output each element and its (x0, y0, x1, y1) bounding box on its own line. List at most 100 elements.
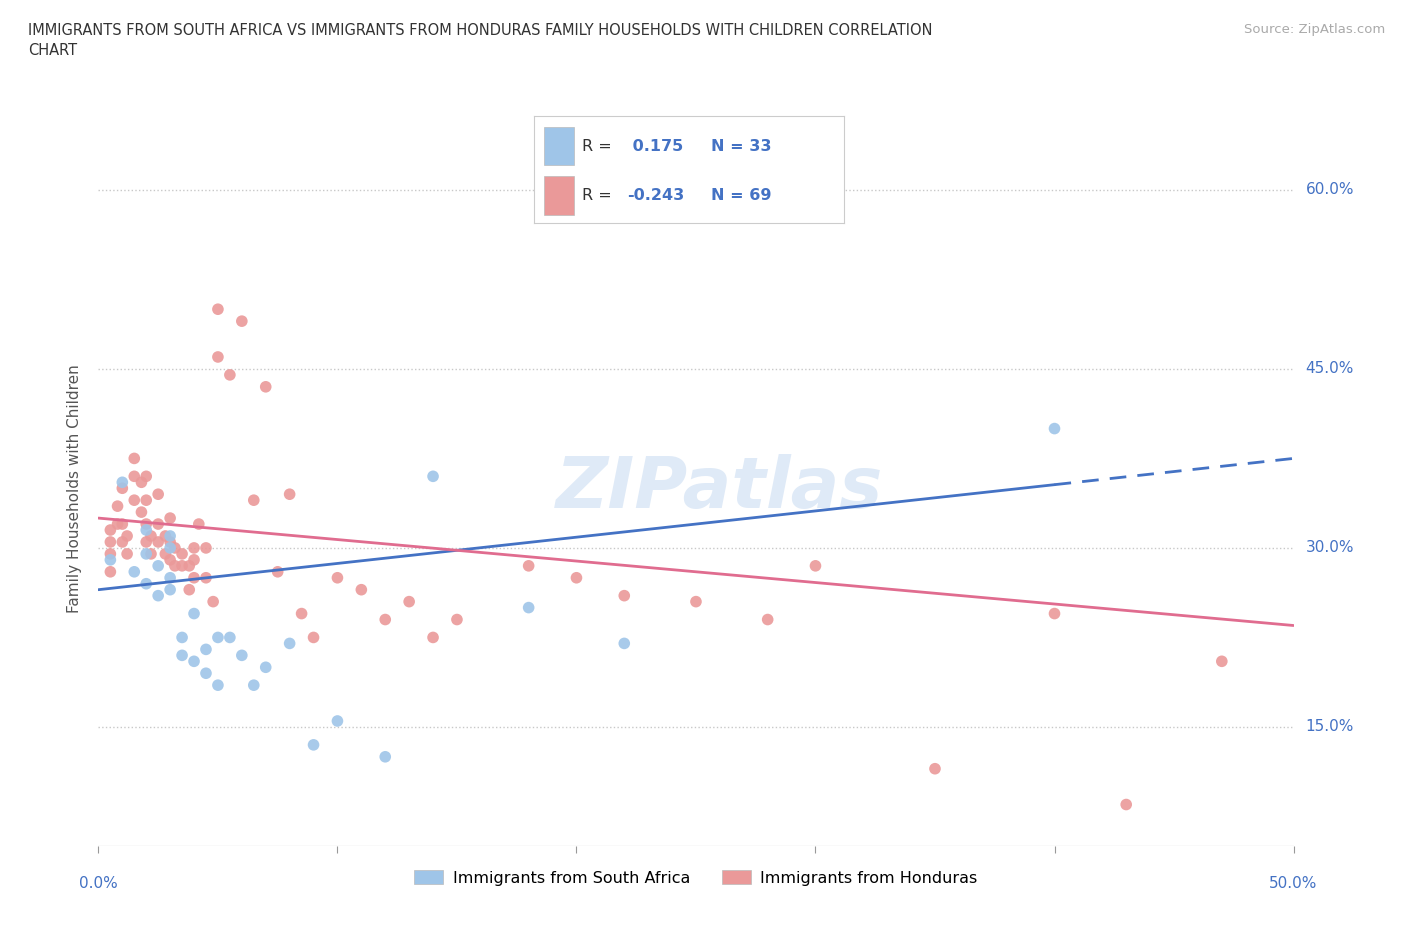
Point (115, 547, 138, 562)
Point (195, 642, 218, 657)
Point (924, 762, 946, 777)
Point (98, 535, 122, 550)
Point (565, 570, 588, 585)
Point (243, 493, 266, 508)
Point (756, 612, 779, 627)
Point (111, 535, 134, 550)
Point (183, 654, 205, 669)
Point (135, 469, 157, 484)
Point (1043, 421, 1066, 436)
Text: N = 33: N = 33 (710, 139, 770, 153)
Point (148, 535, 170, 550)
Point (139, 528, 162, 543)
Point (398, 594, 420, 609)
Text: IMMIGRANTS FROM SOUTH AFRICA VS IMMIGRANTS FROM HONDURAS FAMILY HOUSEHOLDS WITH : IMMIGRANTS FROM SOUTH AFRICA VS IMMIGRAN… (28, 23, 932, 58)
Point (148, 517, 170, 532)
Point (207, 350, 229, 365)
Point (131, 475, 153, 490)
Point (115, 528, 138, 543)
Point (124, 469, 146, 484)
Point (326, 570, 349, 585)
Point (804, 558, 827, 573)
Point (243, 678, 266, 693)
Point (613, 589, 636, 604)
Point (107, 517, 129, 532)
Point (159, 582, 181, 597)
Text: N = 69: N = 69 (710, 188, 770, 203)
Text: 50.0%: 50.0% (1270, 876, 1317, 891)
Point (1211, 654, 1233, 669)
Point (159, 528, 181, 543)
Point (278, 636, 301, 651)
Point (195, 570, 218, 585)
Point (254, 660, 277, 675)
Point (107, 498, 129, 513)
Point (172, 648, 194, 663)
Point (159, 511, 181, 525)
Point (302, 630, 325, 644)
Point (1043, 606, 1066, 621)
Point (207, 678, 229, 693)
Point (254, 379, 277, 394)
Point (326, 713, 349, 728)
Point (163, 540, 186, 555)
Point (155, 528, 177, 543)
Point (124, 451, 146, 466)
Point (159, 540, 181, 555)
Text: 15.0%: 15.0% (1306, 720, 1354, 735)
Point (135, 577, 157, 591)
Legend: Immigrants from South Africa, Immigrants from Honduras: Immigrants from South Africa, Immigrants… (408, 864, 984, 892)
Point (267, 565, 290, 579)
Text: R =: R = (582, 188, 612, 203)
Point (98, 547, 122, 562)
FancyBboxPatch shape (544, 176, 575, 215)
Point (98, 552, 122, 567)
Text: -0.243: -0.243 (627, 188, 685, 203)
Point (148, 589, 170, 604)
Point (219, 630, 242, 644)
Point (187, 517, 209, 532)
Text: 0.0%: 0.0% (79, 876, 118, 891)
Point (155, 547, 177, 562)
Point (179, 558, 201, 573)
Point (172, 630, 194, 644)
Point (124, 493, 146, 508)
Point (131, 505, 153, 520)
Point (207, 630, 229, 644)
Point (350, 582, 373, 597)
Point (172, 547, 194, 562)
Point (207, 301, 229, 316)
Point (159, 570, 181, 585)
Point (135, 547, 157, 562)
Point (202, 594, 225, 609)
Point (111, 481, 134, 496)
Point (111, 475, 134, 490)
Point (163, 558, 186, 573)
Point (422, 630, 444, 644)
Text: 0.175: 0.175 (627, 139, 683, 153)
FancyBboxPatch shape (544, 127, 575, 166)
Point (135, 535, 157, 550)
Point (135, 493, 157, 508)
Point (231, 648, 253, 663)
Point (1115, 797, 1137, 812)
Point (613, 636, 636, 651)
Point (302, 737, 325, 752)
Point (183, 606, 205, 621)
Point (195, 540, 218, 555)
Point (159, 552, 181, 567)
Text: ZIPatlas: ZIPatlas (557, 454, 883, 523)
Point (422, 469, 444, 484)
Point (135, 523, 157, 538)
Point (159, 535, 181, 550)
Point (374, 750, 396, 764)
Point (183, 540, 205, 555)
Point (111, 517, 134, 532)
Point (172, 558, 194, 573)
Point (517, 600, 540, 615)
Point (98, 565, 122, 579)
Point (291, 606, 314, 621)
Y-axis label: Family Households with Children: Family Households with Children (67, 364, 83, 613)
Point (446, 612, 468, 627)
Text: 45.0%: 45.0% (1306, 362, 1354, 377)
